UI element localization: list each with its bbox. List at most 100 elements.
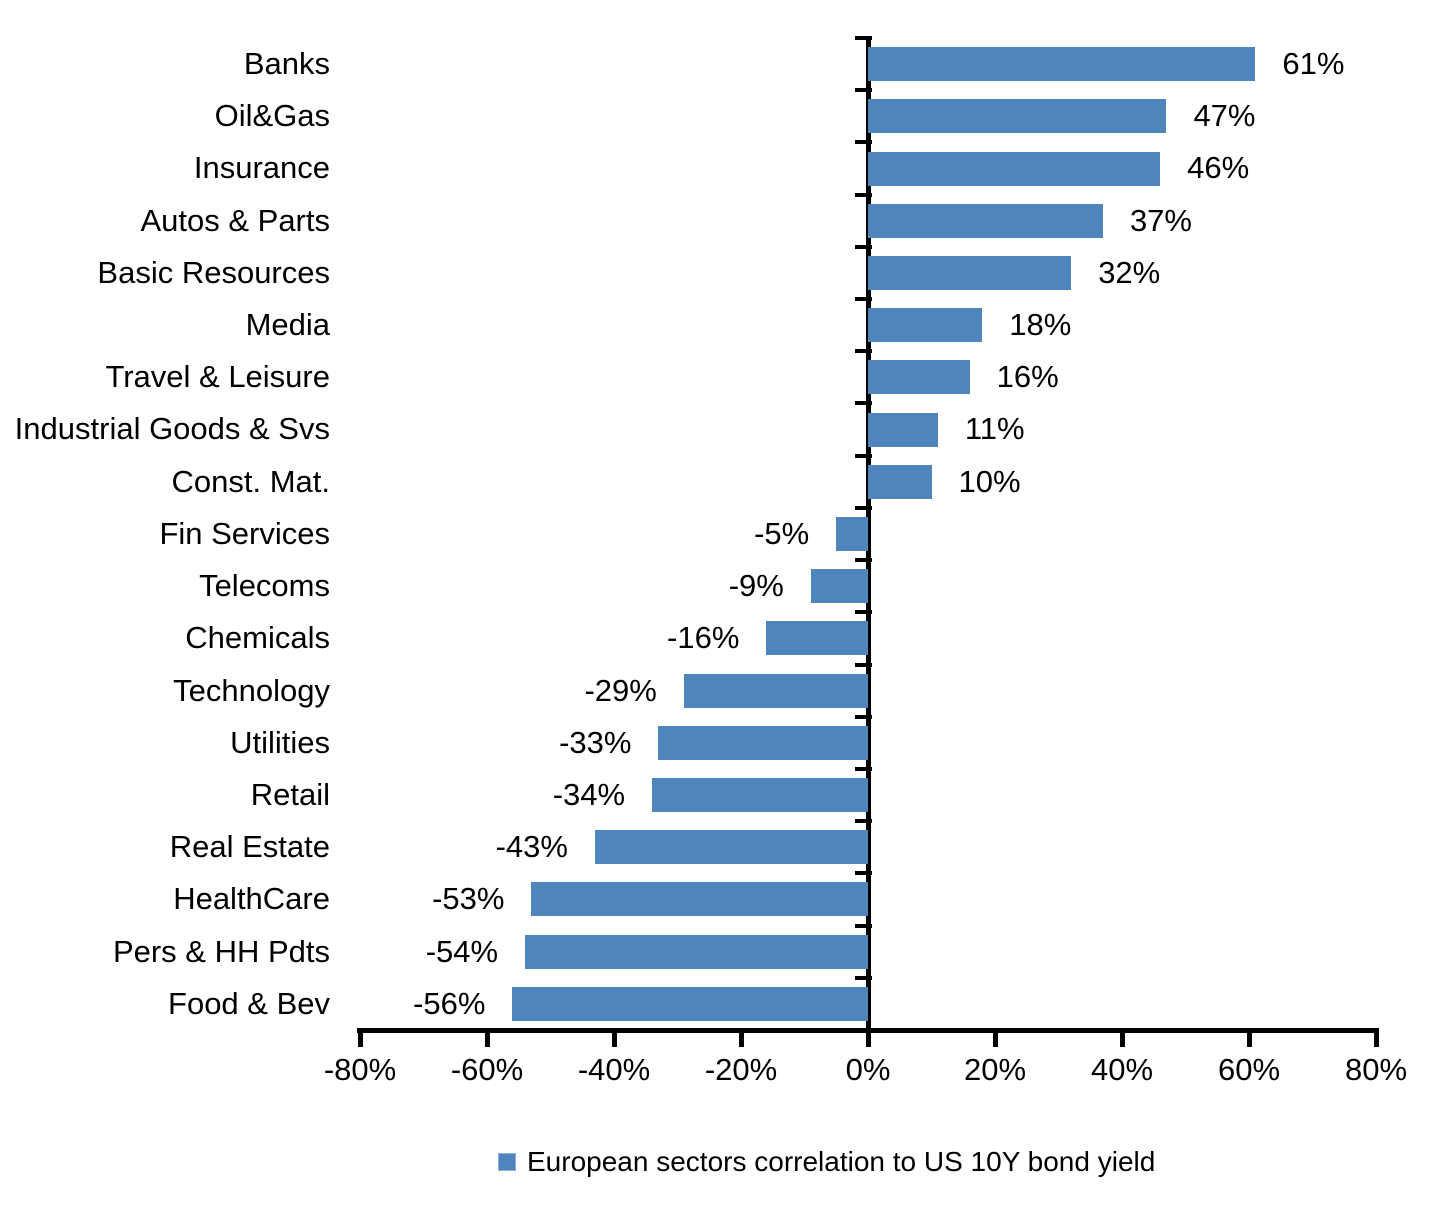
y-axis-tick bbox=[855, 505, 872, 510]
x-axis-tick bbox=[485, 1030, 490, 1047]
category-label: Food & Bev bbox=[168, 985, 330, 1021]
x-axis-tick bbox=[1120, 1030, 1125, 1047]
y-axis-tick bbox=[855, 453, 872, 458]
x-axis-tick bbox=[358, 1030, 363, 1047]
category-label: Pers & HH Pdts bbox=[112, 933, 330, 969]
y-axis-tick bbox=[855, 1028, 872, 1032]
category-label: Technology bbox=[173, 672, 330, 708]
value-label: 37% bbox=[1129, 202, 1192, 238]
legend-label: European sectors correlation to US 10Y b… bbox=[527, 1146, 1156, 1177]
value-label: 16% bbox=[996, 359, 1059, 395]
bar bbox=[868, 412, 938, 447]
x-axis-tick-label: 20% bbox=[963, 1052, 1027, 1087]
x-axis-tick-label: -60% bbox=[450, 1052, 524, 1087]
legend: European sectors correlation to US 10Y b… bbox=[498, 1146, 1155, 1178]
y-axis-tick bbox=[855, 401, 872, 406]
x-axis-tick-label: -80% bbox=[323, 1052, 397, 1087]
x-axis-tick bbox=[1247, 1030, 1252, 1047]
value-label: -29% bbox=[584, 672, 657, 708]
y-axis-tick bbox=[855, 192, 872, 197]
x-axis-tick bbox=[739, 1030, 744, 1047]
y-axis-tick bbox=[855, 349, 872, 354]
bar bbox=[531, 882, 868, 917]
y-axis-tick bbox=[855, 819, 872, 824]
value-label: -53% bbox=[432, 881, 505, 917]
value-label: -33% bbox=[559, 724, 632, 760]
category-label: Const. Mat. bbox=[171, 463, 331, 499]
value-label: 46% bbox=[1187, 150, 1250, 186]
value-label: -5% bbox=[754, 515, 810, 551]
y-axis-tick bbox=[855, 88, 872, 93]
value-label: -16% bbox=[667, 620, 740, 656]
y-axis-tick bbox=[855, 714, 872, 719]
y-axis-tick bbox=[855, 662, 872, 667]
value-label: 61% bbox=[1282, 46, 1345, 81]
category-label: Telecoms bbox=[199, 568, 330, 604]
value-label: -9% bbox=[728, 568, 784, 604]
category-label: Chemicals bbox=[185, 620, 330, 656]
y-axis-tick bbox=[855, 558, 872, 563]
bar bbox=[868, 151, 1161, 186]
value-label: 18% bbox=[1009, 307, 1072, 343]
category-label: Oil&Gas bbox=[214, 98, 330, 134]
y-axis-tick bbox=[855, 297, 872, 302]
y-axis-tick bbox=[855, 766, 872, 771]
bar bbox=[594, 830, 868, 865]
x-axis-tick-label: -20% bbox=[704, 1052, 778, 1087]
bar bbox=[658, 725, 868, 760]
value-label: 10% bbox=[958, 463, 1021, 499]
bar bbox=[868, 464, 932, 499]
category-label: Media bbox=[245, 307, 330, 343]
bar bbox=[810, 569, 868, 604]
category-label: Basic Resources bbox=[97, 254, 330, 290]
category-label: Autos & Parts bbox=[140, 202, 330, 238]
x-axis-tick bbox=[866, 1030, 871, 1047]
value-label: 32% bbox=[1098, 254, 1161, 290]
category-label: Utilities bbox=[230, 724, 330, 760]
y-axis-tick bbox=[855, 923, 872, 928]
bar bbox=[766, 621, 868, 656]
x-axis-tick-label: 40% bbox=[1090, 1052, 1154, 1087]
x-axis-tick bbox=[612, 1030, 617, 1047]
category-label: Travel & Leisure bbox=[105, 359, 330, 395]
bar bbox=[868, 255, 1072, 290]
value-label: -54% bbox=[425, 933, 499, 969]
x-axis-tick-label: 0% bbox=[845, 1052, 891, 1087]
y-axis-tick bbox=[855, 140, 872, 145]
bar bbox=[525, 934, 868, 969]
category-label: HealthCare bbox=[173, 881, 330, 917]
bar bbox=[868, 203, 1103, 238]
value-label: -34% bbox=[552, 776, 626, 812]
x-axis-tick-label: 60% bbox=[1217, 1052, 1281, 1087]
bar bbox=[868, 308, 983, 343]
plot-area: 61% 47% 46% 37% 32% 18% 16% 11% 10% -5% -9% -16% -29… bbox=[324, 36, 1407, 1087]
category-axis-labels: Banks Oil&Gas Insurance Autos & Parts Basic … bbox=[0, 38, 330, 1030]
x-axis-tick bbox=[1374, 1030, 1379, 1047]
x-axis-tick-label: -40% bbox=[577, 1052, 651, 1087]
value-label: 11% bbox=[964, 411, 1025, 447]
y-axis-tick bbox=[855, 871, 872, 876]
category-label: Retail bbox=[250, 776, 330, 812]
bar bbox=[512, 986, 868, 1021]
category-label: Banks bbox=[243, 46, 330, 81]
x-axis-tick bbox=[993, 1030, 998, 1047]
legend-swatch-icon bbox=[498, 1153, 516, 1171]
category-label: Real Estate bbox=[169, 829, 330, 865]
y-axis-line bbox=[866, 38, 871, 1041]
y-axis-tick bbox=[855, 610, 872, 615]
value-label: -43% bbox=[495, 829, 568, 865]
value-label: -56% bbox=[413, 985, 486, 1021]
value-label: 47% bbox=[1193, 98, 1256, 134]
category-label: Fin Services bbox=[159, 515, 330, 551]
bar bbox=[868, 360, 970, 395]
bar bbox=[836, 517, 868, 551]
bar bbox=[683, 673, 868, 708]
x-axis-tick-label: 80% bbox=[1344, 1052, 1408, 1087]
category-label: Industrial Goods & Svs bbox=[14, 411, 330, 447]
bar bbox=[868, 99, 1167, 134]
y-axis-tick bbox=[855, 975, 872, 980]
bar bbox=[652, 778, 868, 813]
y-axis-tick bbox=[855, 36, 872, 40]
y-axis-tick bbox=[855, 244, 872, 249]
